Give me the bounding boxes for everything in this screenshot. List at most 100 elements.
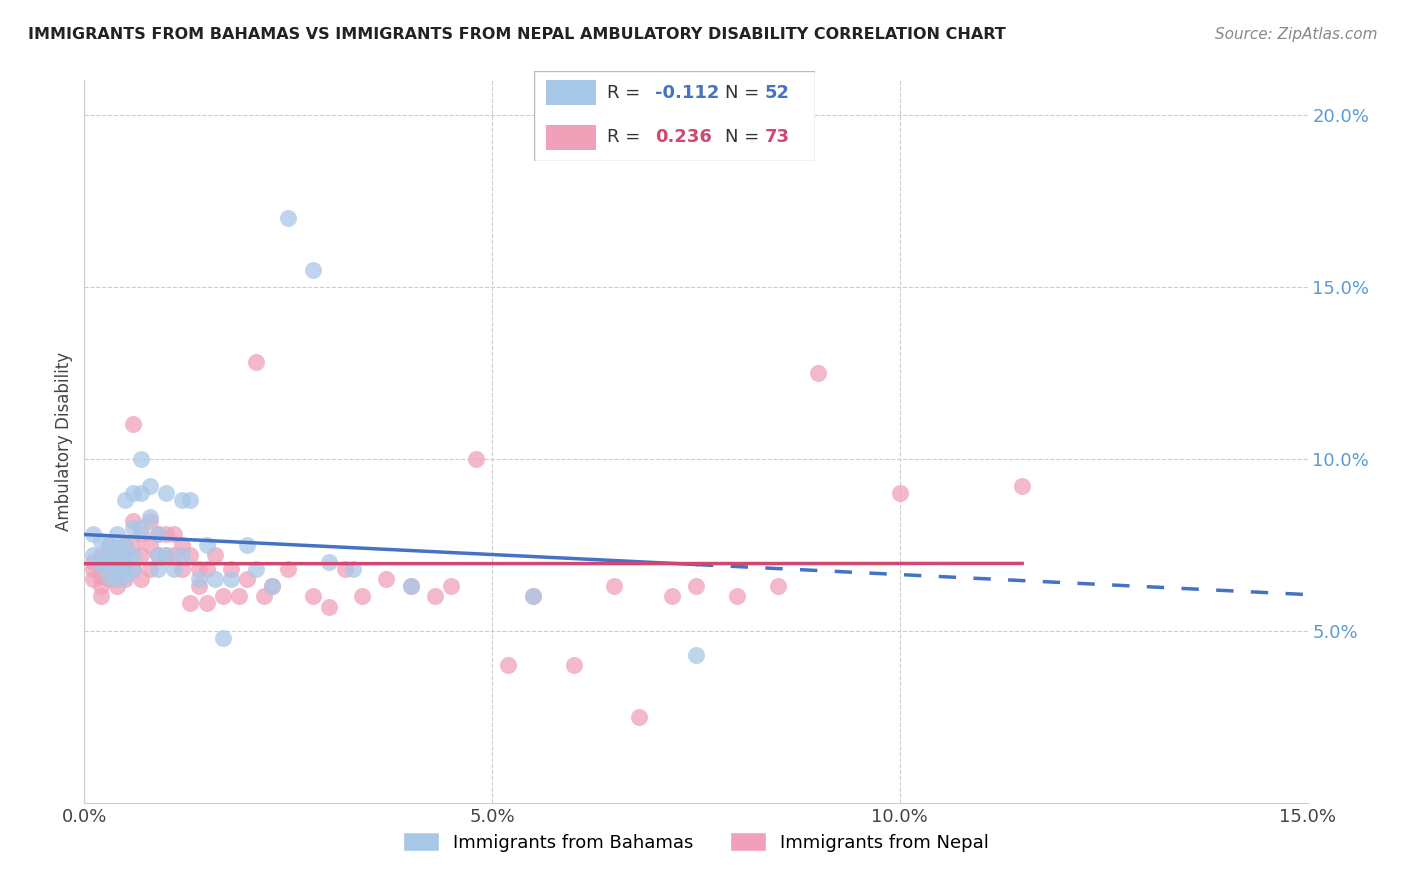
Point [97,558,120,573]
Point [219,572,242,586]
Point [138,538,160,552]
Point [146,562,169,576]
Point [187,572,209,586]
Point [90,548,112,562]
Point [335,562,357,576]
Point [138,510,160,524]
Point [82,572,104,586]
Point [807,366,830,380]
Point [204,548,226,562]
Point [138,514,160,528]
Point [236,572,259,586]
Point [301,262,323,277]
Point [122,562,145,576]
Point [889,486,911,500]
Text: N =: N = [725,84,765,102]
Point [163,562,186,576]
Point [163,548,186,562]
Point [236,538,259,552]
Point [155,486,177,500]
Point [90,568,112,582]
Point [97,548,120,562]
Point [204,572,226,586]
Point [187,562,209,576]
Point [82,555,104,569]
Point [766,579,789,593]
Point [522,590,544,604]
Bar [546,80,596,105]
Point [114,558,136,573]
Point [122,486,145,500]
Point [179,596,201,610]
Point [146,527,169,541]
Point [90,558,112,573]
Point [350,590,373,604]
Point [131,548,153,562]
Point [114,548,136,562]
Point [114,548,136,562]
Point [90,534,112,549]
Point [155,527,177,541]
Point [440,579,463,593]
Point [105,572,128,586]
Point [342,562,364,576]
Point [97,558,120,573]
Text: 73: 73 [765,128,790,146]
Point [318,599,340,614]
Text: Source: ZipAtlas.com: Source: ZipAtlas.com [1215,27,1378,42]
Y-axis label: Ambulatory Disability: Ambulatory Disability [55,352,73,531]
Point [228,590,250,604]
Point [122,538,145,552]
Point [195,596,218,610]
Point [114,568,136,582]
Point [131,486,153,500]
Point [82,562,104,576]
Point [685,579,707,593]
Point [82,548,104,562]
Point [212,631,235,645]
Point [82,527,104,541]
Point [187,579,209,593]
Point [661,590,683,604]
Point [260,579,283,593]
Point [138,562,160,576]
Point [318,555,340,569]
Point [146,548,169,562]
Bar [546,125,596,150]
FancyBboxPatch shape [534,71,815,161]
Point [245,562,267,576]
Point [172,538,194,552]
Point [1011,479,1033,493]
Point [179,548,201,562]
Text: 0.236: 0.236 [655,128,711,146]
Point [172,493,194,508]
Point [122,548,145,562]
Point [90,579,112,593]
Point [97,548,120,562]
Point [146,548,169,562]
Point [277,562,299,576]
Point [114,538,136,552]
Point [114,493,136,508]
Point [627,710,650,724]
Point [685,648,707,662]
Point [195,538,218,552]
Point [97,572,120,586]
Point [131,572,153,586]
Point [212,590,235,604]
Point [253,590,276,604]
Text: R =: R = [607,128,647,146]
Point [155,548,177,562]
Text: IMMIGRANTS FROM BAHAMAS VS IMMIGRANTS FROM NEPAL AMBULATORY DISABILITY CORRELATI: IMMIGRANTS FROM BAHAMAS VS IMMIGRANTS FR… [28,27,1005,42]
Point [219,562,242,576]
Point [105,541,128,556]
Point [90,558,112,573]
Point [603,579,626,593]
Point [105,548,128,562]
Point [131,451,153,466]
Point [122,514,145,528]
Point [97,538,120,552]
Point [97,538,120,552]
Point [522,590,544,604]
Point [122,417,145,432]
